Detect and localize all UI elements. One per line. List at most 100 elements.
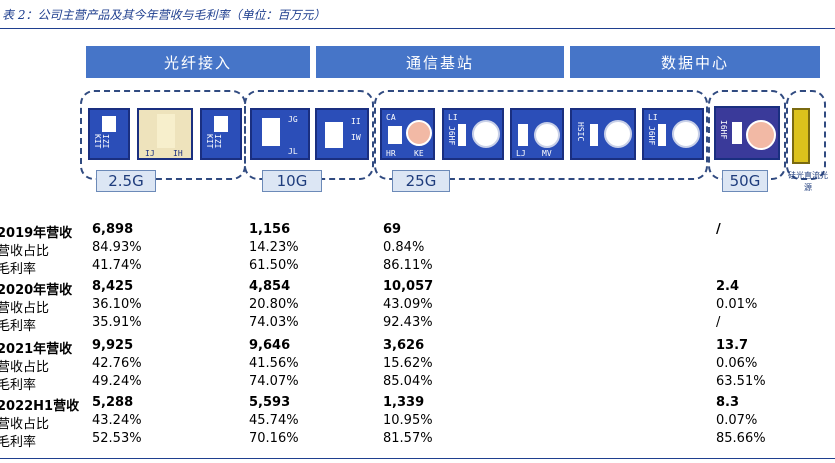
row-label: 毛利率 [0, 319, 37, 334]
chip-label: IJ [145, 149, 155, 158]
table-cell: 8.3 [716, 395, 740, 410]
row-label: 2020年营收 [0, 283, 73, 298]
table-cell: 41.56% [249, 356, 299, 371]
chip-label: J6HF [447, 126, 456, 146]
chip-25g-c: LJ MV [510, 108, 564, 160]
table-cell: 0.07% [716, 413, 758, 428]
table-cell: 2.4 [716, 279, 740, 294]
silicon-light-source-label: 硅光直流光源 [788, 171, 828, 192]
table-cell: 61.50% [249, 258, 299, 273]
chip-label: IH [173, 149, 183, 158]
table-cell: / [716, 315, 721, 330]
row-label: 营收占比 [0, 417, 50, 432]
chip-label: MV [542, 149, 552, 158]
chip-label: CA [386, 113, 396, 122]
table-cell: 1,339 [383, 395, 425, 410]
table-cell: 85.66% [716, 431, 766, 446]
row-label: 毛利率 [0, 378, 37, 393]
table-cell: 84.93% [92, 240, 142, 255]
table-cell: 43.09% [383, 297, 433, 312]
chip-label: JL [288, 147, 298, 156]
table-cell: 74.03% [249, 315, 299, 330]
table-cell: 15.62% [383, 356, 433, 371]
table-cell: 8,425 [92, 279, 134, 294]
table-cell: 4,854 [249, 279, 291, 294]
chip-label: I6HF [719, 120, 728, 140]
row-label: 营收占比 [0, 301, 50, 316]
table-cell: 1,156 [249, 222, 291, 237]
speed-25g: 25G [392, 170, 450, 192]
table-cell: 6,898 [92, 222, 134, 237]
chip-label: JG [288, 115, 298, 124]
row-label: 毛利率 [0, 262, 37, 277]
top-rule [0, 28, 835, 29]
row-label: 2019年营收 [0, 226, 73, 241]
table-cell: 3,626 [383, 338, 425, 353]
table-cell: 74.07% [249, 374, 299, 389]
chip-label: IZI KIT [93, 134, 110, 149]
table-cell: 0.01% [716, 297, 758, 312]
chip-2-5g-c: IZI KIT [200, 108, 242, 160]
group-25g [374, 90, 708, 180]
chip-25g-b: LI J6HF [442, 108, 504, 160]
table-cell: 92.43% [383, 315, 433, 330]
chip-label: IZI KIT [205, 134, 222, 149]
chip-label: HSIC [576, 122, 585, 142]
chip-label: HR [386, 149, 396, 158]
chip-25g-d: HSIC [570, 108, 636, 160]
table-cell: / [716, 222, 721, 237]
row-label: 2021年营收 [0, 342, 73, 357]
table-cell: 0.84% [383, 240, 425, 255]
chip-label: KE [414, 149, 424, 158]
table-cell: 45.74% [249, 413, 299, 428]
table-cell: 69 [383, 222, 402, 237]
chip-label: LI [448, 113, 458, 122]
table-cell: 52.53% [92, 431, 142, 446]
table-cell: 35.91% [92, 315, 142, 330]
chip-label: II [351, 117, 361, 126]
table-title: 表 2：公司主营产品及其今年营收与毛利率（单位：百万元） [2, 8, 326, 22]
table-cell: 5,288 [92, 395, 134, 410]
row-label: 营收占比 [0, 244, 50, 259]
table-cell: 36.10% [92, 297, 142, 312]
row-label: 2022H1营收 [0, 399, 80, 414]
table-cell: 9,646 [249, 338, 291, 353]
table-cell: 20.80% [249, 297, 299, 312]
table-cell: 63.51% [716, 374, 766, 389]
table-cell: 9,925 [92, 338, 134, 353]
chip-label: LJ [516, 149, 526, 158]
table-cell: 42.76% [92, 356, 142, 371]
category-fiber-access: 光纤接入 [86, 46, 310, 78]
table-cell: 85.04% [383, 374, 433, 389]
table-cell: 10.95% [383, 413, 433, 428]
chip-25g-a: CA HR KE [380, 108, 435, 160]
chip-10g-a: JG JL [250, 108, 310, 160]
speed-50g: 50G [722, 170, 768, 192]
table-cell: 13.7 [716, 338, 749, 353]
bottom-rule [0, 458, 835, 459]
chip-10g-b: II IW [315, 108, 369, 160]
table-cell: 43.24% [92, 413, 142, 428]
table-cell: 5,593 [249, 395, 291, 410]
speed-2-5g: 2.5G [96, 170, 156, 192]
speed-10g: 10G [262, 170, 322, 192]
table-cell: 70.16% [249, 431, 299, 446]
table-cell: 41.74% [92, 258, 142, 273]
chip-50g: I6HF [714, 106, 780, 160]
table-cell: 86.11% [383, 258, 433, 273]
chip-label: J6HF [647, 126, 656, 146]
row-label: 营收占比 [0, 360, 50, 375]
category-base-station: 通信基站 [316, 46, 564, 78]
table-cell: 0.06% [716, 356, 758, 371]
chip-2-5g-a: IZI KIT [88, 108, 130, 160]
table-cell: 81.57% [383, 431, 433, 446]
group-silicon-photonics [786, 90, 826, 180]
chip-label: IW [351, 133, 361, 142]
chip-2-5g-b: IJ IH [137, 108, 193, 160]
table-cell: 49.24% [92, 374, 142, 389]
row-label: 毛利率 [0, 435, 37, 450]
table-cell: 10,057 [383, 279, 434, 294]
chip-label: LI [648, 113, 658, 122]
silicon-light-source-chip [792, 108, 810, 164]
category-data-center: 数据中心 [570, 46, 820, 78]
